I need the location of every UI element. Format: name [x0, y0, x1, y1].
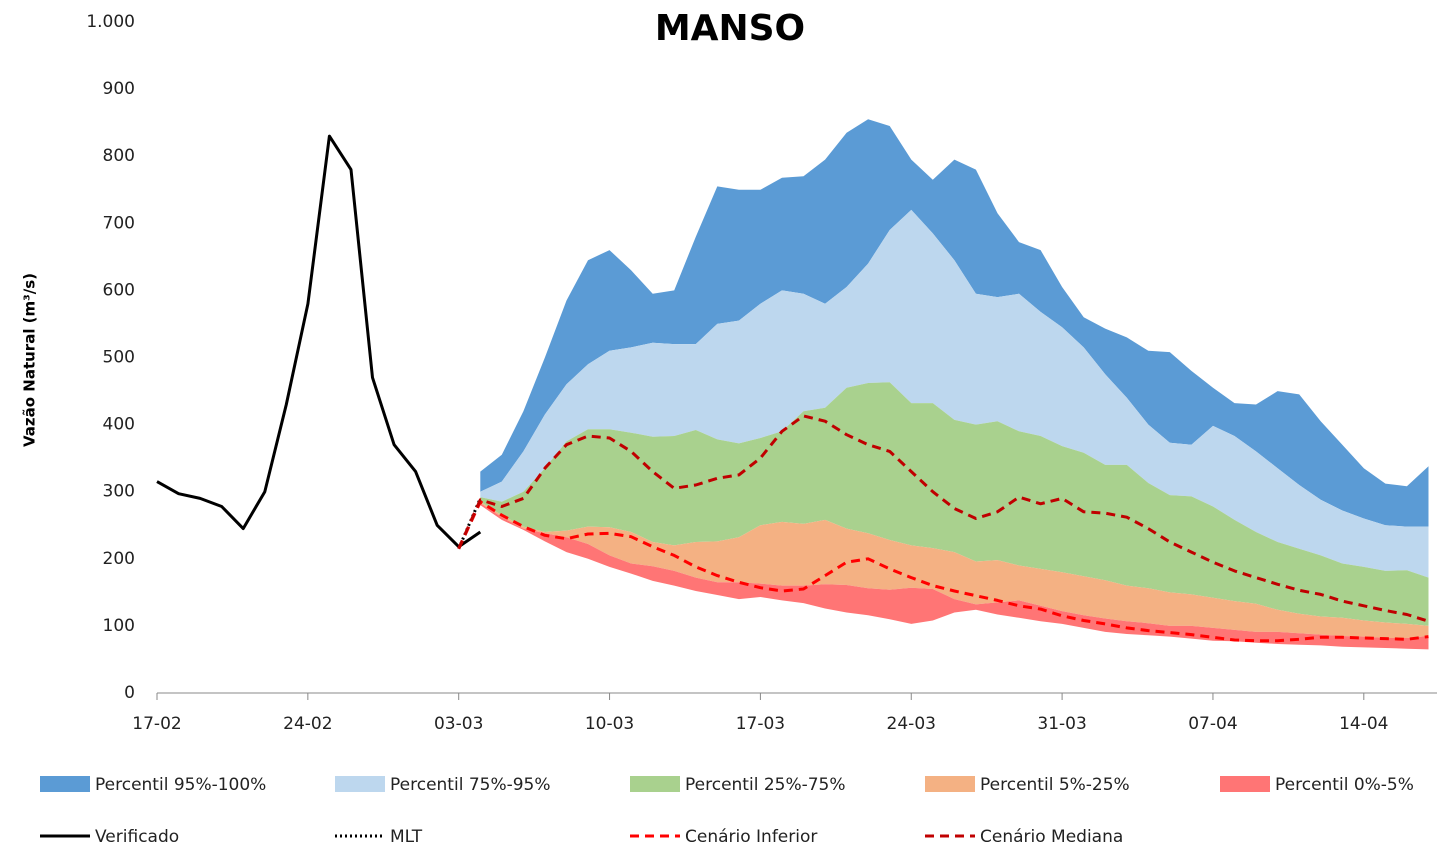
- x-tick-label: 17-02: [132, 714, 181, 734]
- x-tick-label: 24-03: [887, 714, 936, 734]
- legend-swatch: [40, 776, 90, 792]
- series-line: [457, 500, 1429, 643]
- percentile-band: [480, 503, 1429, 650]
- chart-title: MANSO: [655, 8, 805, 49]
- y-tick-label: 100: [103, 616, 135, 636]
- x-tick-label: 31-03: [1037, 714, 1086, 734]
- y-tick-label: 500: [103, 348, 135, 368]
- y-tick-label: 800: [103, 146, 135, 166]
- legend-label: Cenário Inferior: [685, 827, 817, 847]
- legend-label: MLT: [390, 827, 423, 847]
- x-tick-label: 07-04: [1188, 714, 1237, 734]
- series-line: [457, 414, 1429, 623]
- x-tick-label: 14-04: [1339, 714, 1388, 734]
- x-tick-label: 10-03: [585, 714, 634, 734]
- y-tick-label: 900: [103, 79, 135, 99]
- x-tick-label: 03-03: [434, 714, 483, 734]
- legend-label: Verificado: [95, 827, 179, 847]
- legend-label: Percentil 5%-25%: [980, 775, 1130, 795]
- legend-label: Percentil 75%-95%: [390, 775, 551, 795]
- legend-label: Cenário Mediana: [980, 827, 1123, 847]
- legend-label: Percentil 0%-5%: [1275, 775, 1414, 795]
- y-tick-label: 600: [103, 280, 135, 300]
- percentile-band: [480, 209, 1429, 578]
- series-line: [156, 134, 482, 549]
- legend-swatch: [335, 776, 385, 792]
- legend-swatch: [925, 776, 975, 792]
- y-tick-label: 700: [103, 213, 135, 233]
- percentile-band: [480, 119, 1429, 527]
- percentile-band: [480, 501, 1429, 638]
- legend-label: Percentil 25%-75%: [685, 775, 846, 795]
- y-axis-label: Vazão Natural (m³/s): [21, 273, 39, 447]
- y-tick-label: 1.000: [86, 12, 135, 32]
- x-tick-label: 17-03: [736, 714, 785, 734]
- legend-label: Percentil 95%-100%: [95, 775, 266, 795]
- percentile-band: [480, 382, 1429, 626]
- y-tick-label: 400: [103, 415, 135, 435]
- y-tick-label: 200: [103, 549, 135, 569]
- legend-swatch: [1220, 776, 1270, 792]
- x-tick-label: 24-02: [283, 714, 332, 734]
- legend-swatch: [630, 776, 680, 792]
- y-tick-label: 0: [124, 683, 135, 703]
- y-tick-label: 300: [103, 482, 135, 502]
